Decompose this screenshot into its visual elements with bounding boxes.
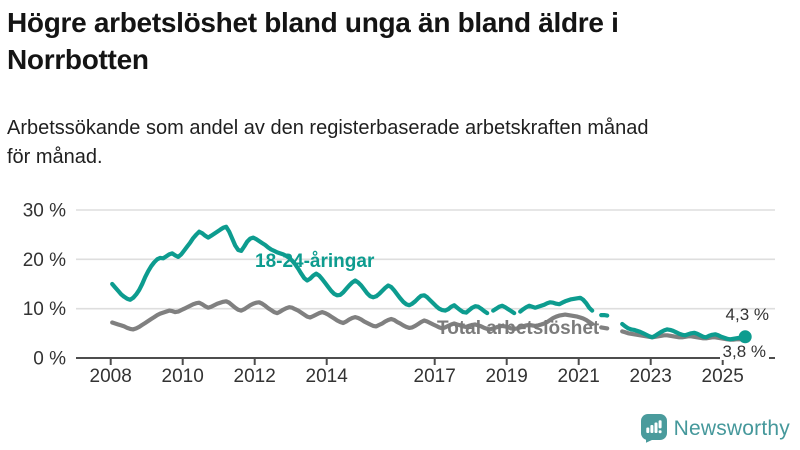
newsworthy-logo: Newsworthy — [640, 414, 790, 443]
x-tick-label: 2021 — [558, 366, 600, 387]
series-label-young: 18-24-åringar — [255, 251, 375, 272]
series-label-total: Total arbetslöshet — [437, 318, 600, 339]
y-tick-label: 30 % — [23, 201, 66, 222]
x-tick-label: 2017 — [414, 366, 456, 387]
chart-subtitle: Arbetssökande som andel av den registerb… — [7, 114, 797, 172]
end-value-total: 3,8 % — [719, 343, 769, 360]
page-title-line2: Norrbotten — [7, 44, 149, 75]
x-tick-label: 2008 — [90, 366, 132, 387]
page-title-line1: Högre arbetslöshet bland unga än bland ä… — [7, 7, 619, 38]
x-tick-label: 2019 — [486, 366, 528, 387]
newsworthy-wordmark: Newsworthy — [673, 416, 790, 440]
x-tick-label: 2023 — [630, 366, 672, 387]
y-tick-label: 0 % — [33, 349, 66, 370]
chart-subtitle-line1: Arbetssökande som andel av den registerb… — [7, 117, 649, 139]
x-tick-label: 2025 — [702, 366, 744, 387]
x-tick-label: 2010 — [162, 366, 204, 387]
x-tick-label: 2012 — [234, 366, 276, 387]
page-title: Högre arbetslöshet bland unga än bland ä… — [7, 4, 797, 78]
chart-subtitle-line2: för månad. — [7, 146, 103, 168]
series-line — [110, 299, 748, 342]
y-tick-label: 10 % — [23, 299, 66, 320]
newsworthy-icon — [640, 414, 667, 443]
y-tick-label: 20 % — [23, 250, 66, 271]
x-tick-label: 2014 — [306, 366, 349, 387]
end-value-young: 4,3 % — [725, 305, 769, 324]
series-end-dot — [738, 330, 752, 344]
series-line — [110, 224, 748, 342]
